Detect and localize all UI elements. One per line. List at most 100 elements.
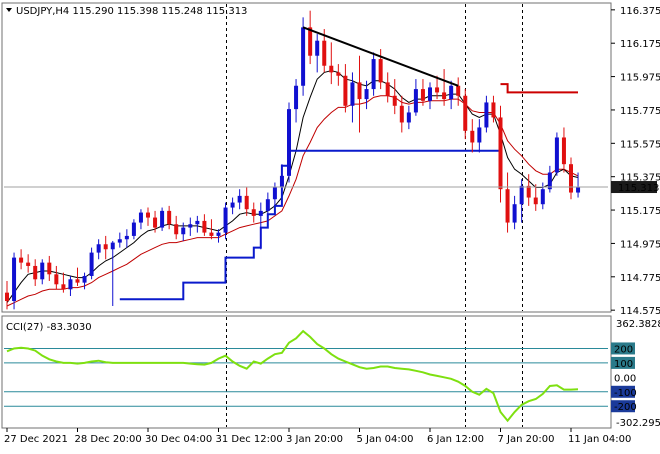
price-tick-label: 114.575: [620, 306, 660, 317]
candle-body: [181, 227, 186, 235]
candle-body: [230, 202, 235, 208]
candle-body: [406, 112, 411, 123]
candle: [561, 127, 566, 173]
candle-body: [315, 40, 320, 56]
candle-body: [435, 87, 440, 93]
price-tick-label: 115.175: [620, 206, 660, 217]
candle-body: [392, 95, 397, 106]
candle-body: [40, 262, 45, 280]
time-tick-label: 3 Jan 20:00: [286, 434, 343, 445]
candle: [569, 157, 573, 200]
candle-body: [519, 185, 524, 205]
ema-fast-line: [6, 70, 579, 303]
time-tick-label: 7 Jan 20:00: [498, 434, 555, 445]
candle-body: [308, 27, 313, 56]
support-line-layer: [119, 149, 501, 301]
candle: [308, 10, 313, 65]
time-tick-label: 28 Dec 20:00: [75, 434, 142, 445]
candle: [420, 79, 425, 106]
candle-body: [463, 95, 468, 131]
price-tick-label: 116.375: [620, 6, 660, 17]
candle: [12, 252, 17, 310]
cci-level-label: 0.00: [614, 373, 636, 384]
candle-body: [103, 244, 108, 250]
candle-body: [54, 274, 59, 285]
candle-body: [223, 207, 228, 233]
candle-body: [491, 102, 496, 118]
price-tick-label: 115.575: [620, 139, 660, 150]
candle-body: [131, 222, 136, 236]
candle-body: [470, 130, 475, 143]
candle-body: [12, 257, 17, 301]
candle: [124, 229, 129, 248]
ema-slow-line: [6, 95, 579, 307]
candle: [61, 272, 66, 293]
candle: [294, 79, 299, 123]
candle-body: [420, 89, 425, 101]
cci-axis: 200 100 0.00 -100 -200: [611, 342, 637, 413]
candle-body: [146, 212, 150, 218]
candle: [174, 215, 179, 240]
candle-body: [336, 72, 341, 76]
candle-body: [202, 220, 207, 233]
candle: [272, 182, 277, 206]
candle: [505, 172, 510, 233]
time-tick-label: 30 Dec 04:00: [145, 434, 212, 445]
candle: [498, 105, 503, 203]
candle: [160, 207, 165, 231]
candle: [54, 265, 59, 290]
symbol-header: USDJPY,H4 115.290 115.398 115.248 115.31…: [6, 6, 247, 17]
price-tick-label: 115.975: [620, 73, 660, 84]
candle: [364, 80, 369, 110]
candle-body: [547, 172, 552, 190]
candle: [470, 119, 475, 153]
candle: [477, 119, 482, 153]
price-tick-label: 115.375: [620, 173, 660, 184]
candle-body: [505, 189, 510, 223]
candle-body: [569, 164, 573, 193]
candle: [40, 259, 45, 285]
candle-body: [554, 137, 559, 173]
price-tick-label: 116.175: [620, 39, 660, 50]
candle: [89, 247, 94, 280]
candle: [19, 249, 24, 270]
candle: [75, 267, 80, 286]
candle-body: [124, 235, 129, 240]
cci-title: CCI(27) -83.3030: [6, 322, 92, 333]
candle: [357, 55, 362, 133]
candle: [258, 202, 263, 250]
candle-body: [195, 220, 200, 225]
candle: [26, 254, 31, 273]
candle-body: [456, 85, 461, 96]
price-tick-label: 114.775: [620, 273, 660, 284]
candle-body: [576, 187, 581, 193]
candle-body: [110, 242, 115, 250]
candle-body: [385, 82, 390, 96]
candle: [512, 195, 517, 230]
time-axis: 27 Dec 2021 28 Dec 20:00 30 Dec 04:00 31 De…: [4, 428, 631, 445]
candle-body: [378, 59, 383, 83]
candle-body: [399, 105, 404, 123]
candle-body: [371, 59, 376, 90]
cci-level-box: [611, 385, 635, 398]
candle-body: [294, 85, 299, 110]
candle-body: [265, 199, 270, 211]
candle-body: [138, 212, 143, 223]
support-stop-line: [119, 149, 501, 301]
cci-pane-frame: [1, 315, 612, 429]
candle-body: [96, 244, 101, 253]
current-price-label: 115.313: [618, 183, 659, 194]
resistance-stop-line: [500, 83, 578, 94]
candle: [47, 255, 52, 281]
candle-body: [82, 275, 87, 283]
candle-body: [329, 65, 334, 73]
candle-body: [174, 224, 179, 235]
candle-body: [301, 27, 306, 86]
candle: [279, 164, 284, 193]
candle: [251, 202, 256, 223]
candle-body: [279, 175, 284, 188]
price-tick-label: 114.975: [620, 239, 660, 250]
